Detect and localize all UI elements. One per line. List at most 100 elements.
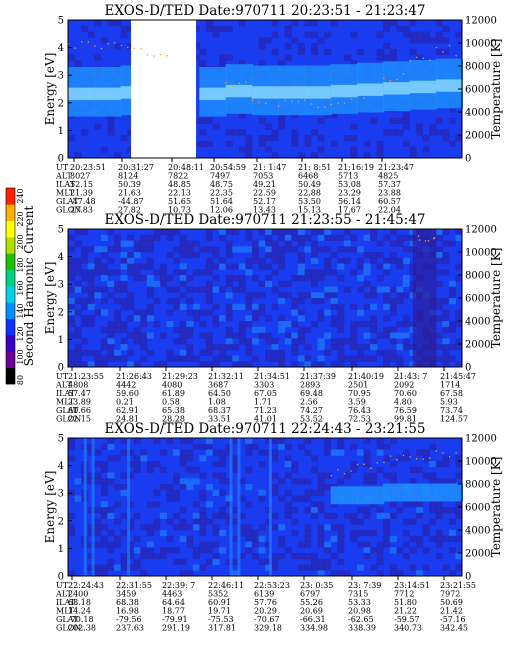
heatmap-cell [455,535,463,542]
heatmap-cell [199,489,207,496]
ephemeris-value: 99.81 [394,415,417,424]
heatmap-cell [429,507,437,514]
heatmap-cell [265,275,273,282]
heatmap-cell [455,461,463,468]
heatmap-cell [442,507,450,514]
heatmap-cell [186,275,194,282]
chart-title: EXOS-D/TED Date:970711 20:23:51 - 21:23:… [104,3,425,19]
heatmap-cell [192,512,200,519]
heatmap-cell [265,338,273,345]
ephemeris-value: 56.14 [338,197,361,206]
heatmap-cell [265,229,273,236]
heatmap-cell [179,292,187,299]
heatmap-cell [291,140,299,147]
heatmap-cell [258,60,266,67]
energy-band-core [278,86,306,99]
heatmap-cell [383,518,391,525]
ephemeris-value: 2893 [300,381,320,390]
heatmap-cell [87,443,95,450]
heatmap-cell [100,501,108,508]
energy-band-core [356,83,385,96]
heatmap-cell [166,229,174,236]
heatmap-cell [448,240,456,247]
heatmap-cell [356,257,364,264]
heatmap-cell [219,60,227,67]
heatmap-cell [284,292,292,299]
heatmap-cell [310,292,319,299]
heatmap-cell [337,246,345,253]
heatmap-cell [310,129,319,136]
heatmap-cell [370,229,378,236]
heatmap-cell [409,152,417,159]
heatmap-cell [356,321,364,328]
heatmap-cell [337,315,345,322]
heatmap-cell [291,349,299,356]
heatmap-cell [225,303,233,310]
heatmap-cell [107,443,115,450]
heatmap-cell [383,263,391,270]
heatmap-cell [291,344,299,351]
heatmap-cell [389,20,397,27]
heatmap-cell [396,355,404,362]
heatmap-cell [356,286,364,293]
heatmap-cell [186,524,194,531]
heatmap-cell [258,229,266,236]
heatmap-cell [94,564,102,571]
heatmap-cell [192,140,200,147]
heatmap-cell [68,443,76,450]
heatmap-cell [370,303,378,310]
y-axis-label: Energy [eV] [43,53,57,126]
heatmap-cell [317,315,325,322]
ephemeris-value: 6139 [254,590,274,599]
heatmap-cell [370,530,378,537]
heatmap-cell [133,455,141,462]
heatmap-cell [297,541,305,548]
heatmap-cell [100,524,108,531]
heatmap-cell [402,280,410,287]
y2-tick-label: 12000 [465,225,497,236]
heatmap-cell [100,344,108,351]
ephemeris-label: GLAT [56,615,79,624]
ephemeris-value: 57.76 [254,598,277,607]
heatmap-cell [186,240,194,247]
heatmap-cell [356,449,364,456]
heatmap-cell [363,321,371,328]
heatmap-cell [166,252,174,259]
heatmap-cell [94,263,102,270]
ephemeris-value: 21:16:19 [338,163,374,172]
ephemeris-value: 53.50 [298,197,321,206]
heatmap-cell [107,355,115,362]
heatmap-cell [258,117,266,124]
heatmap-cell [258,558,266,565]
heatmap-cell [324,246,332,253]
heatmap-cell [100,269,108,276]
y2-tick-label: 6000 [465,85,490,96]
heatmap-cell [271,512,279,519]
heatmap-cell [127,240,135,247]
heatmap-cell [205,117,213,124]
heatmap-cell [94,361,102,368]
heatmap-cell [356,344,364,351]
ephemeris-value: 24.81 [116,415,139,424]
heatmap-cell [219,286,227,293]
heatmap-cell [442,315,450,322]
heatmap-cell [179,240,187,247]
heatmap-cell [343,257,351,264]
heatmap-cell [278,541,286,548]
heatmap-cell [416,129,424,136]
heatmap-cell [258,292,266,299]
heatmap-cell [284,321,292,328]
heatmap-cell [310,48,319,55]
heatmap-cell [297,240,305,247]
heatmap-cell [212,530,220,537]
heatmap-cell [363,332,371,339]
heatmap-cell [179,507,187,514]
temperature-point [370,91,372,93]
heatmap-cell [186,355,194,362]
heatmap-cell [107,229,115,236]
heatmap-cell [389,48,397,55]
heatmap-cell [127,25,135,32]
ephemeris-value: 23: 7:39 [348,581,381,590]
heatmap-cell [245,257,253,264]
heatmap-cell [330,303,338,310]
